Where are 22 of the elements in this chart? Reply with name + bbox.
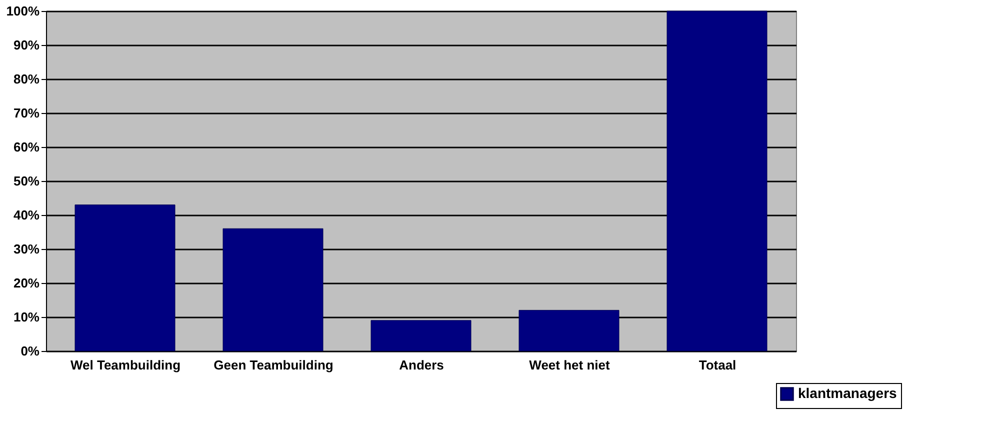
x-tick-label: Wel Teambuilding [70, 358, 181, 372]
x-tick-label: Totaal [698, 358, 736, 372]
x-tick-label: Anders [399, 358, 444, 372]
y-tick-label: 70% [13, 106, 40, 120]
bar [370, 320, 472, 352]
legend-label: klantmanagers [798, 385, 898, 401]
bar [74, 204, 176, 352]
x-tick-label: Geen Teambuilding [214, 358, 334, 372]
y-tick-label: 60% [13, 140, 40, 154]
y-tick-label: 80% [13, 72, 40, 86]
y-tick-label: 100% [6, 4, 40, 18]
y-tick-label: 10% [13, 310, 40, 324]
bar [518, 310, 620, 352]
y-tick-label: 30% [13, 242, 40, 256]
bar [666, 10, 768, 352]
y-tick-label: 40% [13, 208, 40, 222]
y-tick-label: 50% [13, 174, 40, 188]
bar [222, 228, 324, 352]
x-tick-label: Weet het niet [529, 358, 610, 372]
y-tick-label: 20% [13, 276, 40, 290]
y-tick-label: 90% [13, 38, 40, 52]
y-tick-label: 0% [20, 344, 40, 358]
